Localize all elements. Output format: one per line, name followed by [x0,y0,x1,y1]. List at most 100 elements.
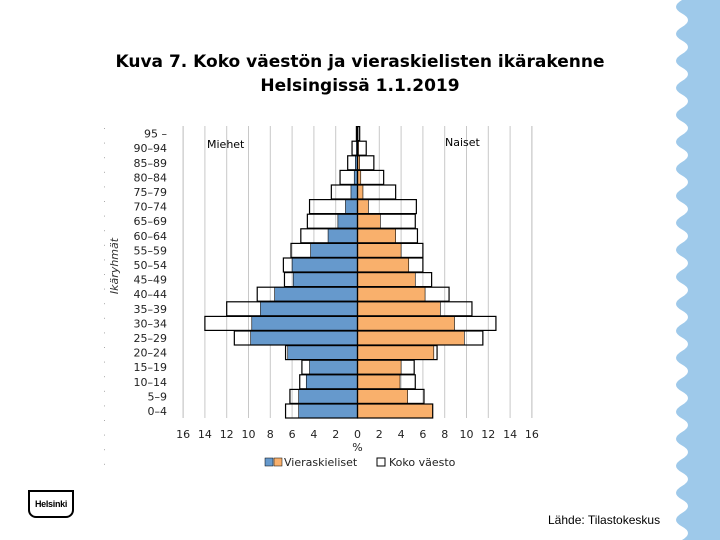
decorative-wave-border [676,0,720,540]
bar-vieraskieliset-female [357,345,435,360]
age-group-label: 75–79 [134,186,168,199]
axis-dot [104,244,105,246]
x-tick-label: 0 [354,428,361,441]
bar-vieraskieliset-male [292,272,358,287]
age-group-label: 50–54 [134,259,168,272]
bar-koko-vaesto-female [356,403,434,419]
age-group-label: 25–29 [134,332,168,345]
axis-dot [104,288,105,290]
bar-koko-vaesto-female [356,388,425,404]
slide-title: Kuva 7. Koko väestön ja vieraskielisten … [60,50,660,98]
bar-vieraskieliset-male [287,345,358,360]
legend-swatch-koko-vaesto [376,457,386,467]
axis-dot [104,376,105,378]
axis-dot [104,361,105,363]
x-tick-label: 10 [460,428,474,441]
axis-dot [104,405,105,407]
bar-koko-vaesto-female [356,184,397,200]
axis-dot [104,171,105,173]
x-tick-label: 10 [242,428,256,441]
age-group-label: 30–34 [134,317,168,330]
axis-dot [104,317,105,319]
axis-dot [104,215,105,217]
x-tick-label: 16 [176,428,190,441]
bar-koko-vaesto-female [356,199,417,215]
source-note: Lähde: Tilastokeskus [548,513,661,527]
legend-swatch-vieraskieliset [264,457,274,467]
bar-vieraskieliset-female [357,403,434,419]
bar-vieraskieliset-male [291,257,358,273]
group-label-men: Miehet [207,138,245,151]
x-tick-label: 12 [220,428,234,441]
age-group-label: 5–9 [148,390,168,403]
age-group-label: 0–4 [148,405,168,418]
bar-vieraskieliset-male [298,403,358,419]
bar-vieraskieliset-male [337,213,358,229]
bar-vieraskieliset-female [357,301,441,317]
bar-vieraskieliset-female [357,257,410,273]
bar-vieraskieliset-male [250,330,358,346]
age-group-label: 20–24 [134,347,168,360]
wave-shape [676,0,720,540]
age-group-label: 40–44 [134,288,168,301]
bar-koko-vaesto-female [356,330,484,346]
bar-koko-vaesto-female [356,315,497,331]
bar-koko-vaesto-female [356,155,375,171]
group-label-women: Naiset [445,136,481,149]
axis-dot [104,332,105,334]
bar-vieraskieliset-female [357,389,408,404]
legend-label-vieraskieliset: Vieraskieliset [284,456,358,469]
axis-dot [104,434,105,436]
axis-dot [104,259,105,261]
bar-vieraskieliset-female [357,184,364,200]
bar-koko-vaesto-female [356,140,367,156]
age-group-label: 60–64 [134,230,168,243]
x-tick-label: 14 [198,428,212,441]
axis-dot [104,390,105,392]
x-tick-label: 6 [419,428,426,441]
axis-dot [104,347,105,348]
bar-vieraskieliset-female [357,359,402,375]
bar-vieraskieliset-female [357,330,465,346]
x-tick-label: 4 [310,428,317,441]
axis-dot [104,230,105,232]
axis-dot [104,186,105,188]
bar-vieraskieliset-female [357,272,416,287]
axis-dot [104,157,105,159]
bar-vieraskieliset-male [327,228,358,244]
x-tick-label: 12 [481,428,495,441]
bar-vieraskieliset-male [310,243,358,258]
bar-vieraskieliset-male [350,184,358,200]
axis-dot [104,420,105,421]
age-group-label: 85–89 [134,157,168,170]
age-group-label: 10–14 [134,376,168,389]
age-group-label: 90–94 [134,142,168,155]
x-tick-label: 8 [441,428,448,441]
axis-dot [104,274,105,275]
age-group-label: 95 – [144,128,167,141]
helsinki-logo: Helsinki [28,490,74,518]
bar-koko-vaesto-female [356,257,424,273]
bar-vieraskieliset-male [260,301,358,317]
bar-vieraskieliset-female [357,213,381,229]
x-axis-unit: % [352,441,362,454]
bar-vieraskieliset-female [357,374,401,390]
age-group-label: 55–59 [134,244,168,257]
x-tick-label: 14 [503,428,517,441]
age-group-label: 70–74 [134,201,168,214]
bar-vieraskieliset-female [357,286,426,302]
x-tick-label: 8 [267,428,274,441]
axis-dot [104,128,105,129]
x-tick-label: 16 [525,428,539,441]
axis-dot [104,201,105,202]
axis-dot [104,463,105,465]
legend-label-koko-vaesto: Koko väesto [389,456,456,469]
axis-dot [104,142,105,144]
bar-vieraskieliset-male [305,374,358,390]
title-line-2: Helsingissä 1.1.2019 [260,76,460,96]
bar-koko-vaesto-female [356,228,419,244]
age-group-label: 65–69 [134,215,168,228]
age-group-label: 45–49 [134,274,168,287]
x-tick-label: 4 [398,428,405,441]
